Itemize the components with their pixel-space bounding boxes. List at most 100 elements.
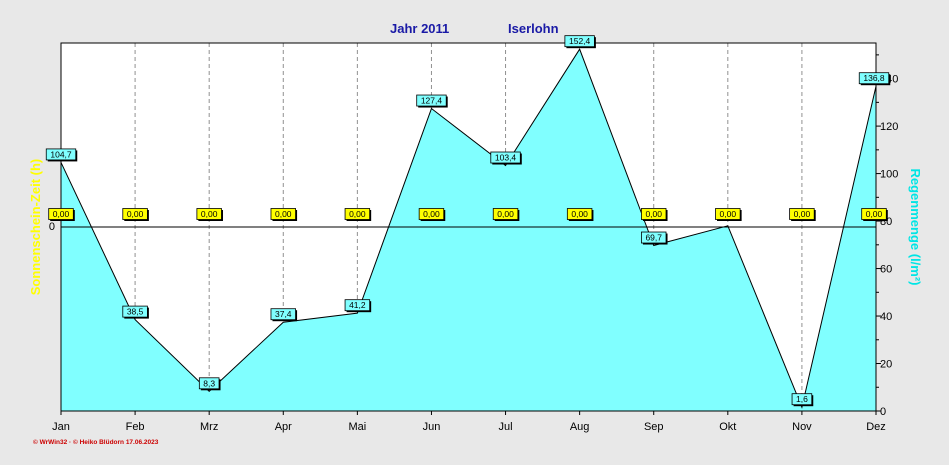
rain-data-label: 38,5 (122, 305, 149, 319)
label-box (641, 231, 667, 244)
credit-text: © WrWin32 · © Heiko Blüdorn 17.06.2023 (33, 438, 159, 446)
label-text: 41,2 (349, 300, 366, 310)
label-text: 127,4 (421, 96, 443, 106)
x-tick-label: Apr (275, 421, 292, 433)
label-box (416, 94, 447, 107)
right-axis-label: Regenmenge (l/m²) (908, 168, 923, 285)
label-box (418, 208, 445, 220)
label-box (270, 308, 296, 321)
right-tick-label: 40 (880, 311, 892, 323)
left-axis: 0 (49, 221, 55, 233)
sun-data-label: 0,00 (861, 208, 888, 221)
label-text: 0,00 (53, 209, 70, 219)
rain-area-fill (61, 49, 876, 411)
sun-data-label: 0,00 (492, 208, 520, 221)
sun-data-label: 0,00 (344, 208, 372, 221)
label-text: 1,6 (796, 394, 808, 404)
label-text: 0,00 (497, 209, 514, 219)
label-box (791, 393, 813, 406)
label-box (492, 208, 519, 220)
label-box (198, 377, 220, 390)
title-year: Jahr 2011 (390, 21, 449, 36)
rain-data-label: 41,2 (344, 299, 372, 313)
plot-frame (60, 42, 877, 412)
label-text: 0,00 (423, 209, 440, 219)
label-text: 103,4 (495, 153, 517, 163)
right-tick-label: 100 (880, 169, 898, 181)
x-tick-label: Jan (52, 421, 70, 433)
right-axis: 020406080100120140 (876, 54, 898, 418)
label-box (861, 208, 887, 220)
label-box (858, 72, 890, 85)
x-tick-label: Sep (644, 421, 664, 433)
sun-data-label: 0,00 (196, 208, 223, 221)
label-text: 0,00 (201, 209, 218, 219)
label-box (490, 151, 521, 164)
label-text: 0,00 (645, 209, 662, 219)
sun-data-label: 0,00 (418, 208, 446, 221)
label-text: 152,4 (569, 36, 591, 46)
x-tick-label: Jul (499, 421, 513, 433)
label-text: 0,00 (275, 209, 292, 219)
x-tick-label: Feb (126, 421, 145, 433)
right-tick-label: 0 (880, 406, 886, 418)
label-text: 0,00 (720, 209, 737, 219)
label-box (715, 208, 741, 220)
right-tick-label: 120 (880, 121, 898, 133)
label-box (48, 208, 74, 220)
label-box (270, 208, 296, 220)
label-text: 0,00 (571, 209, 588, 219)
label-box (45, 148, 77, 161)
left-tick-label: 0 (49, 221, 55, 233)
rain-data-labels: 104,7 38,5 8,3 37,4 41,2 127,4 103,4 152,4 69,7 1… (45, 35, 891, 407)
x-tick-label: Jun (423, 421, 441, 433)
label-box (641, 208, 667, 220)
rain-data-label: 127,4 (416, 94, 448, 108)
rain-data-label: 103,4 (490, 151, 522, 165)
label-text: 0,00 (866, 209, 883, 219)
label-box (566, 208, 593, 220)
rain-data-label: 136,8 (858, 72, 891, 86)
label-text: 37,4 (275, 309, 292, 319)
sun-data-label: 0,00 (270, 208, 298, 221)
label-box (122, 305, 148, 318)
x-tick-label: Mai (348, 421, 366, 433)
sun-data-label: 0,00 (715, 208, 742, 221)
rain-line (60, 48, 877, 409)
sun-data-label: 0,00 (566, 208, 594, 221)
label-box (196, 208, 222, 220)
label-text: 0,00 (794, 209, 811, 219)
label-text: 38,5 (127, 307, 144, 317)
sun-data-label: 0,00 (789, 208, 816, 221)
x-tick-label: Nov (792, 421, 812, 433)
x-tick-label: Mrz (200, 421, 218, 433)
label-text: 0,00 (127, 209, 144, 219)
label-text: 104,7 (50, 149, 72, 159)
sunshine-data-labels: 0,00 0,00 0,00 0,00 0,00 0,00 0,00 0,00 0,00 0,00… (48, 208, 888, 221)
rain-data-label: 104,7 (45, 148, 78, 162)
left-axis-label: Sonnenschein-Zeit (h) (28, 159, 43, 296)
label-text: 8,3 (203, 378, 215, 388)
rain-data-label: 37,4 (270, 308, 298, 322)
x-tick-label: Aug (570, 421, 590, 433)
rain-area (60, 48, 877, 411)
rain-data-label: 152,4 (564, 35, 596, 49)
x-axis: Jan Feb Mrz Apr Mai Jun Jul Aug Sep Okt Nov Dez (52, 411, 886, 433)
label-text: 0,00 (349, 209, 366, 219)
label-box (122, 208, 148, 220)
label-text: 69,7 (645, 233, 662, 243)
x-tick-label: Dez (866, 421, 886, 433)
label-box (789, 208, 815, 220)
label-box (344, 299, 371, 312)
sun-data-label: 0,00 (641, 208, 668, 221)
label-box (344, 208, 371, 220)
rain-data-label: 8,3 (198, 377, 221, 391)
label-box (564, 35, 595, 48)
sun-data-label: 0,00 (122, 208, 149, 221)
rain-data-label: 69,7 (641, 231, 668, 245)
right-tick-label: 60 (880, 264, 892, 276)
x-tick-label: Okt (719, 421, 736, 433)
title-location: Iserlohn (508, 21, 559, 36)
sun-data-label: 0,00 (48, 208, 75, 221)
